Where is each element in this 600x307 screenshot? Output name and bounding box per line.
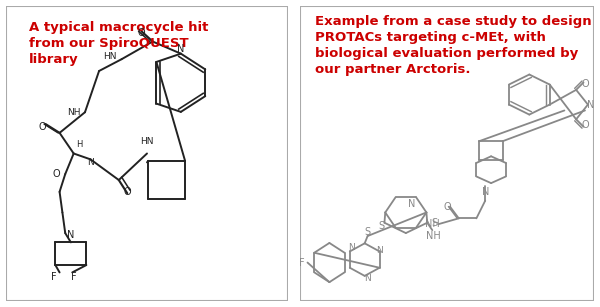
Text: O: O: [443, 202, 451, 212]
Text: O: O: [581, 120, 589, 130]
Text: A typical macrocycle hit
from our SpiroQUEST
library: A typical macrocycle hit from our SpiroQ…: [29, 21, 208, 66]
Text: Example from a case study to design
PROTACs targeting c-MEt, with
biological eva: Example from a case study to design PROT…: [314, 15, 592, 76]
Text: F: F: [51, 272, 57, 282]
Text: N: N: [587, 99, 595, 110]
Text: O: O: [39, 122, 46, 132]
Text: NH: NH: [67, 108, 80, 117]
Text: H: H: [76, 140, 83, 149]
Text: O: O: [53, 169, 61, 179]
Text: O: O: [581, 79, 589, 89]
Text: HN: HN: [140, 137, 154, 146]
Text: S: S: [379, 221, 385, 231]
Text: F: F: [299, 258, 304, 267]
Text: N: N: [408, 199, 415, 208]
Text: S: S: [431, 218, 437, 228]
Text: N: N: [348, 243, 355, 252]
Text: NH: NH: [427, 231, 441, 241]
Text: N: N: [364, 274, 371, 283]
Text: N: N: [177, 44, 185, 54]
Text: N: N: [376, 246, 383, 255]
Text: S: S: [365, 227, 371, 237]
Text: N: N: [482, 187, 489, 197]
Text: HN: HN: [104, 52, 117, 61]
Text: O: O: [137, 28, 145, 38]
Text: N: N: [67, 230, 74, 240]
Text: O: O: [124, 187, 131, 197]
Text: N: N: [87, 158, 94, 167]
Text: NH: NH: [425, 219, 440, 229]
Text: F: F: [71, 272, 76, 282]
